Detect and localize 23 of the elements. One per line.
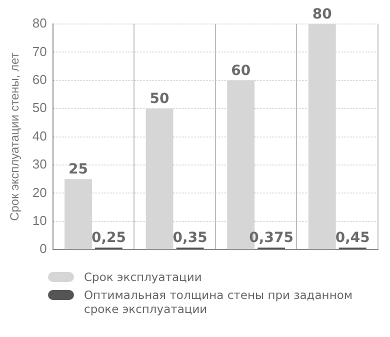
y-tick-label: 60 bbox=[32, 72, 47, 87]
y-tick-label: 20 bbox=[32, 184, 47, 200]
data-label: 0,45 bbox=[335, 230, 370, 246]
y-tick-label: 50 bbox=[32, 100, 47, 116]
y-axis-title: Срок эксплуатации стены, лет bbox=[8, 52, 22, 221]
y-tick-label: 80 bbox=[32, 16, 47, 31]
y-tick-label: 0 bbox=[40, 241, 47, 256]
y-tick-label: 40 bbox=[32, 128, 47, 144]
y-tick-label: 70 bbox=[32, 44, 47, 59]
bar bbox=[64, 179, 92, 250]
data-label: 50 bbox=[150, 91, 170, 108]
bar bbox=[308, 24, 336, 250]
data-label: 0,35 bbox=[172, 230, 208, 246]
data-label: 60 bbox=[231, 63, 251, 80]
data-label: 0,375 bbox=[249, 230, 294, 246]
legend-label: Срок эксплуатации bbox=[84, 270, 202, 284]
data-label: 0,25 bbox=[91, 230, 126, 246]
legend-label: Оптимальная толщина стены при заданном сроке эксплуатации bbox=[84, 288, 354, 316]
y-tick-label: 30 bbox=[32, 156, 47, 172]
y-tick-label: 10 bbox=[32, 212, 47, 228]
data-label: 80 bbox=[312, 6, 332, 23]
data-label: 25 bbox=[68, 162, 88, 178]
bar bbox=[146, 108, 174, 250]
